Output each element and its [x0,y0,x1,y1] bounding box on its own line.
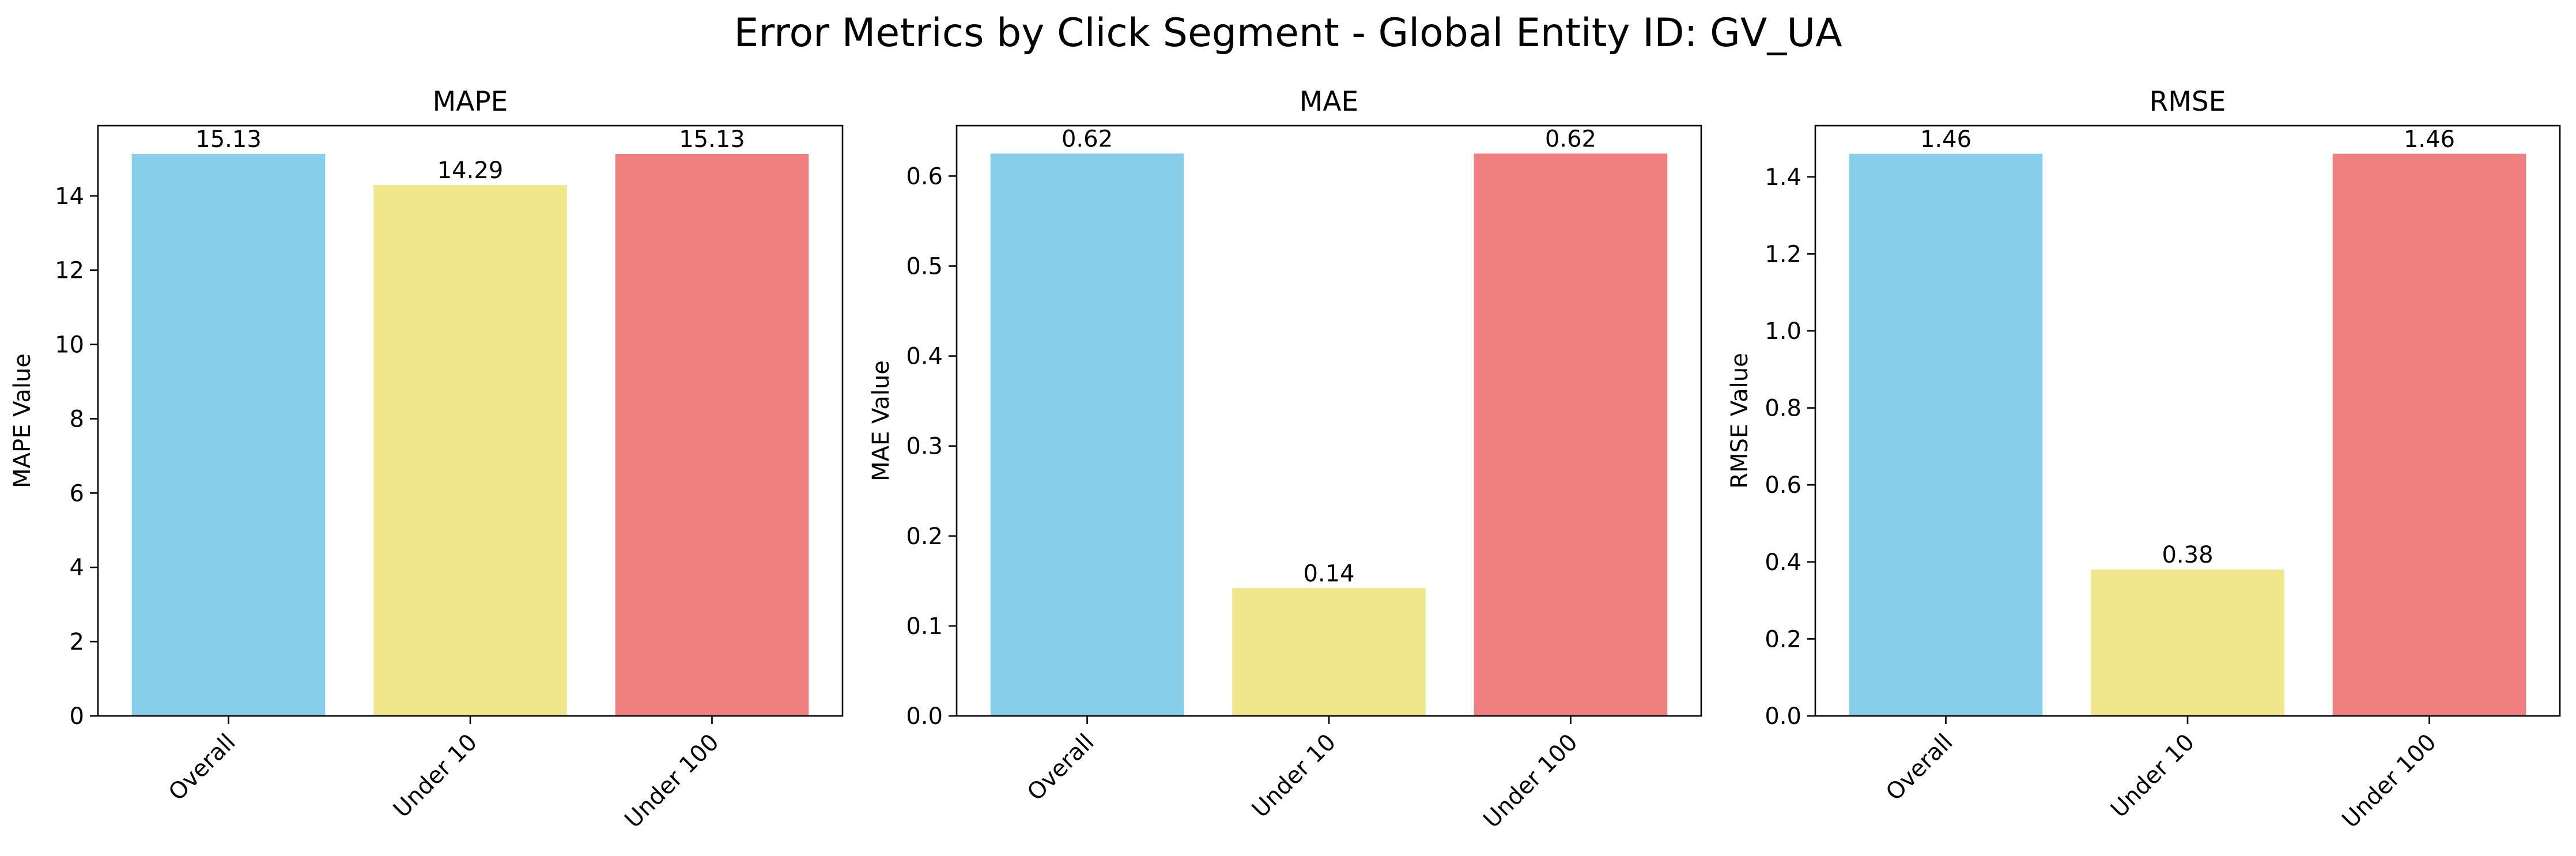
bar-overall [131,153,326,717]
y-axis-label: MAE Value [868,360,894,481]
y-tick-label: 0.6 [1765,472,1801,499]
x-tick-label: Under 10 [2106,729,2200,823]
subplot-rmse: 1.46 0.38 1.46 0.0 0.2 0.4 0.6 0.8 1.0 1.2 1.4 Over… [1727,86,2561,834]
x-tick-label: Under 10 [1247,729,1341,823]
y-tick-label: 0.8 [1765,395,1801,422]
y-tick-label: 0.3 [906,433,943,460]
bar-value-label: 0.62 [1545,126,1596,152]
bar-under-100 [615,153,809,717]
bar-overall [990,153,1184,716]
y-tick-label: 14 [55,183,84,210]
y-tick-label: 1.2 [1765,241,1801,267]
y-tick-label: 0.6 [906,163,943,190]
y-tick-label: 0.2 [906,523,943,550]
bar-value-label: 14.29 [437,157,504,184]
y-tick-label: 6 [70,480,84,507]
bar-value-label: 0.14 [1303,560,1354,587]
y-tick-label: 12 [55,258,84,284]
bar-under-100 [2332,153,2526,716]
x-tick-label: Overall [1881,729,1958,806]
bar-under-10 [373,185,567,716]
bar-value-label: 0.38 [2162,542,2213,568]
bar-under-100 [1474,153,1668,716]
y-tick-label: 0.5 [906,254,943,280]
x-tick-label: Overall [1022,729,1100,806]
y-tick-label: 10 [55,332,84,359]
x-tick-label: Under 10 [388,729,482,823]
y-axis-label: RMSE Value [1727,353,1753,489]
y-axis-label: MAPE Value [9,353,36,488]
y-tick-label: 0 [70,703,84,730]
bar-value-label: 1.46 [2404,126,2455,153]
bar-value-label: 15.13 [679,126,745,153]
subplot-title: MAPE [433,86,508,118]
x-tick-label: Overall [164,729,241,806]
x-tick-label: Under 100 [1478,729,1582,834]
subplot-mape: 15.13 14.29 15.13 0 2 4 6 8 10 12 14 Overall Under 1… [9,86,844,834]
y-tick-label: 0.4 [906,344,943,370]
figure-title: Error Metrics by Click Segment - Global … [734,10,1842,56]
y-tick-label: 0.1 [906,613,943,640]
y-tick-label: 2 [70,629,84,655]
bar-under-10 [1232,588,1426,716]
y-tick-label: 0.4 [1765,549,1801,576]
bar-value-label: 1.46 [1920,126,1971,153]
bar-value-label: 15.13 [195,126,262,153]
y-tick-label: 0.0 [906,703,943,730]
bar-value-label: 0.62 [1062,126,1113,152]
y-tick-label: 8 [70,406,84,432]
x-tick-label: Under 100 [620,729,724,834]
bar-overall [1849,153,2043,716]
subplot-title: MAE [1300,86,1358,118]
y-tick-label: 4 [70,555,84,581]
x-tick-label: Under 100 [2337,729,2441,834]
subplot-mae: 0.62 0.14 0.62 0.0 0.1 0.2 0.3 0.4 0.5 0.6 Overall… [868,86,1702,834]
y-tick-label: 0.2 [1765,626,1801,653]
bar-under-10 [2091,570,2284,716]
y-tick-label: 0.0 [1765,703,1801,730]
subplot-title: RMSE [2150,86,2226,118]
y-tick-label: 1.4 [1765,164,1801,191]
y-tick-label: 1.0 [1765,318,1801,345]
